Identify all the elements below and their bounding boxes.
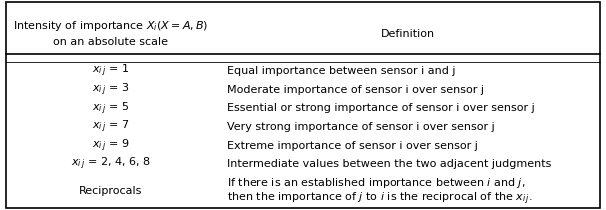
Text: If there is an established importance between $i$ and $j$,: If there is an established importance be… — [227, 176, 525, 190]
Text: Definition: Definition — [381, 29, 435, 39]
Text: Intermediate values between the two adjacent judgments: Intermediate values between the two adja… — [227, 159, 551, 169]
Text: $\boldsymbol{x_{i\,j}}$ = 3: $\boldsymbol{x_{i\,j}}$ = 3 — [92, 82, 129, 98]
Text: Very strong importance of sensor i over sensor j: Very strong importance of sensor i over … — [227, 122, 495, 132]
Text: Extreme importance of sensor i over sensor j: Extreme importance of sensor i over sens… — [227, 141, 478, 151]
Text: Moderate importance of sensor i over sensor j: Moderate importance of sensor i over sen… — [227, 85, 484, 95]
Text: $\boldsymbol{x_{i\,j}}$ = 2, 4, 6, 8: $\boldsymbol{x_{i\,j}}$ = 2, 4, 6, 8 — [71, 156, 150, 172]
Text: Equal importance between sensor i and j: Equal importance between sensor i and j — [227, 66, 456, 76]
Text: Intensity of importance $\boldsymbol{X_i}(X = A, B)$: Intensity of importance $\boldsymbol{X_i… — [13, 19, 208, 33]
Text: on an absolute scale: on an absolute scale — [53, 37, 168, 47]
Text: then the importance of $j$ to $i$ is the reciprocal of the $\boldsymbol{x_{i\,j}: then the importance of $j$ to $i$ is the… — [227, 190, 533, 207]
Text: $\boldsymbol{x_{i\,j}}$ = 5: $\boldsymbol{x_{i\,j}}$ = 5 — [92, 100, 129, 117]
Text: $\boldsymbol{x_{i\,j}}$ = 9: $\boldsymbol{x_{i\,j}}$ = 9 — [92, 137, 129, 154]
Text: Reciprocals: Reciprocals — [79, 186, 142, 196]
Text: $\boldsymbol{x_{i\,j}}$ = 1: $\boldsymbol{x_{i\,j}}$ = 1 — [92, 63, 129, 79]
Text: $\boldsymbol{x_{i\,j}}$ = 7: $\boldsymbol{x_{i\,j}}$ = 7 — [92, 119, 129, 135]
Text: Essential or strong importance of sensor i over sensor j: Essential or strong importance of sensor… — [227, 104, 535, 113]
